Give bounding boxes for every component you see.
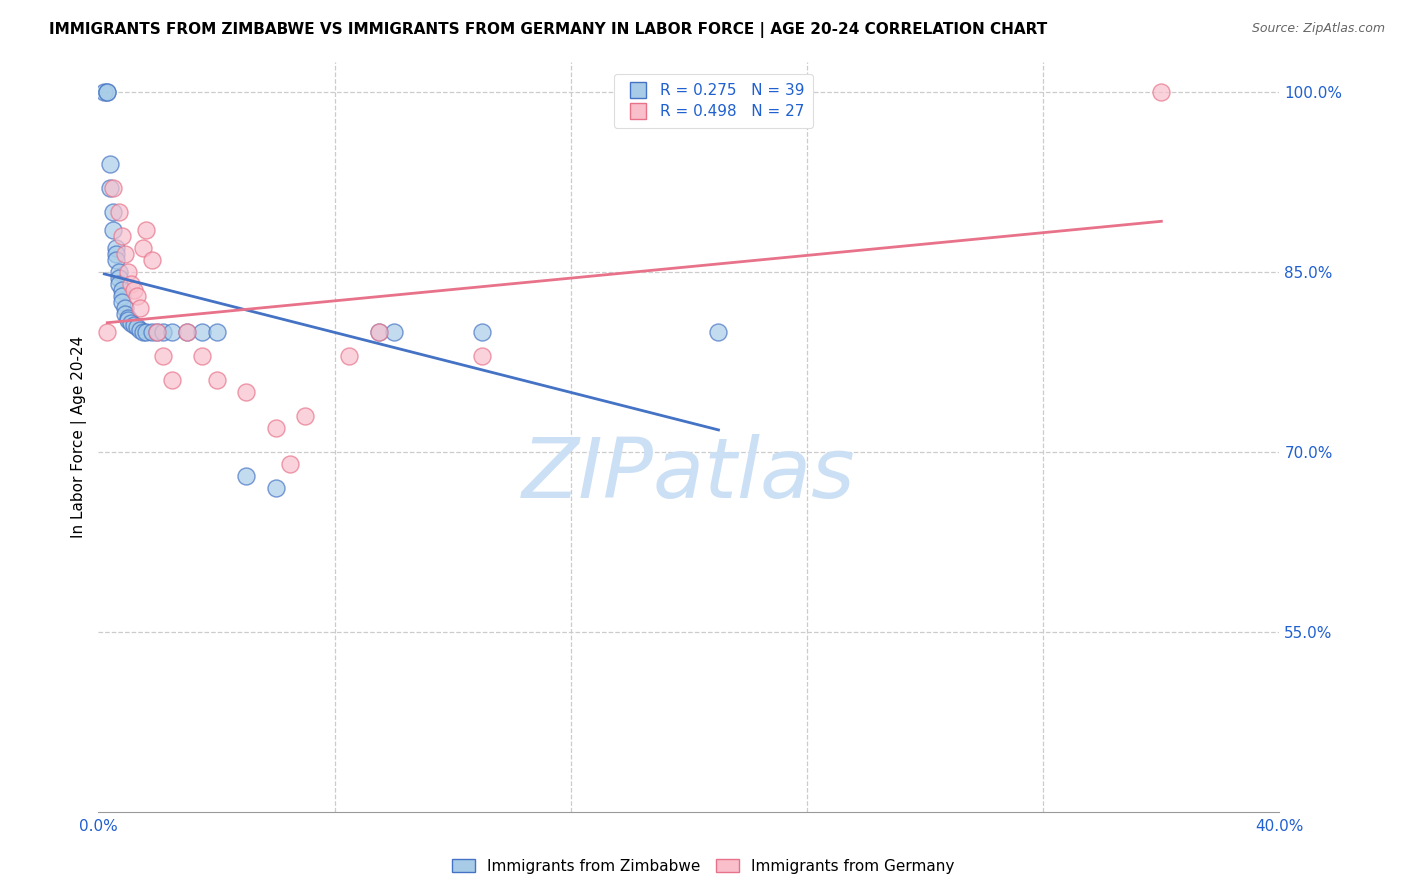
Immigrants from Zimbabwe — [264, 481, 287, 495]
Immigrants from Germany — [128, 301, 150, 316]
Immigrants from Germany — [191, 349, 214, 363]
Immigrants from Zimbabwe — [105, 241, 128, 255]
Immigrants from Zimbabwe — [141, 325, 163, 339]
Immigrants from Zimbabwe — [191, 325, 214, 339]
Immigrants from Zimbabwe — [111, 295, 134, 310]
Immigrants from Germany — [1150, 86, 1173, 100]
Immigrants from Germany — [135, 223, 157, 237]
Text: IMMIGRANTS FROM ZIMBABWE VS IMMIGRANTS FROM GERMANY IN LABOR FORCE | AGE 20-24 C: IMMIGRANTS FROM ZIMBABWE VS IMMIGRANTS F… — [49, 22, 1047, 38]
Immigrants from Zimbabwe — [111, 283, 134, 297]
Immigrants from Germany — [294, 409, 316, 423]
Immigrants from Zimbabwe — [93, 86, 115, 100]
Immigrants from Zimbabwe — [382, 325, 405, 339]
Immigrants from Zimbabwe — [117, 313, 139, 327]
Immigrants from Zimbabwe — [108, 277, 131, 292]
Immigrants from Zimbabwe — [135, 325, 157, 339]
Immigrants from Zimbabwe — [103, 205, 125, 219]
Immigrants from Germany — [471, 349, 494, 363]
Immigrants from Zimbabwe — [105, 253, 128, 268]
Immigrants from Germany — [235, 385, 257, 400]
Immigrants from Germany — [125, 289, 148, 303]
Immigrants from Zimbabwe — [132, 325, 155, 339]
Immigrants from Zimbabwe — [96, 86, 118, 100]
Immigrants from Zimbabwe — [235, 469, 257, 483]
Immigrants from Zimbabwe — [368, 325, 391, 339]
Text: ZIPatlas: ZIPatlas — [522, 434, 856, 515]
Immigrants from Zimbabwe — [152, 325, 174, 339]
Immigrants from Zimbabwe — [117, 310, 139, 325]
Immigrants from Zimbabwe — [707, 325, 730, 339]
Immigrants from Germany — [132, 241, 155, 255]
Immigrants from Zimbabwe — [205, 325, 228, 339]
Immigrants from Zimbabwe — [162, 325, 183, 339]
Immigrants from Zimbabwe — [146, 325, 169, 339]
Immigrants from Germany — [120, 277, 142, 292]
Immigrants from Zimbabwe — [96, 86, 118, 100]
Immigrants from Germany — [176, 325, 198, 339]
Immigrants from Zimbabwe — [103, 223, 125, 237]
Immigrants from Germany — [122, 283, 145, 297]
Legend: R = 0.275   N = 39, R = 0.498   N = 27: R = 0.275 N = 39, R = 0.498 N = 27 — [614, 74, 814, 128]
Text: Source: ZipAtlas.com: Source: ZipAtlas.com — [1251, 22, 1385, 36]
Immigrants from Zimbabwe — [108, 271, 131, 285]
Immigrants from Germany — [339, 349, 361, 363]
Immigrants from Zimbabwe — [111, 289, 134, 303]
Immigrants from Germany — [368, 325, 391, 339]
Immigrants from Germany — [264, 421, 287, 435]
Immigrants from Germany — [162, 373, 183, 387]
Immigrants from Zimbabwe — [122, 318, 145, 332]
Immigrants from Zimbabwe — [125, 320, 148, 334]
Immigrants from Germany — [141, 253, 163, 268]
Immigrants from Zimbabwe — [98, 157, 121, 171]
Immigrants from Germany — [114, 247, 136, 261]
Immigrants from Zimbabwe — [128, 323, 150, 337]
Immigrants from Germany — [108, 205, 131, 219]
Immigrants from Zimbabwe — [98, 181, 121, 195]
Immigrants from Germany — [280, 457, 302, 471]
Immigrants from Germany — [152, 349, 174, 363]
Immigrants from Germany — [146, 325, 169, 339]
Immigrants from Zimbabwe — [176, 325, 198, 339]
Immigrants from Zimbabwe — [114, 307, 136, 321]
Y-axis label: In Labor Force | Age 20-24: In Labor Force | Age 20-24 — [72, 336, 87, 538]
Immigrants from Zimbabwe — [120, 316, 142, 330]
Immigrants from Germany — [103, 181, 125, 195]
Immigrants from Germany — [111, 229, 134, 244]
Legend: Immigrants from Zimbabwe, Immigrants from Germany: Immigrants from Zimbabwe, Immigrants fro… — [446, 853, 960, 880]
Immigrants from Zimbabwe — [471, 325, 494, 339]
Immigrants from Germany — [96, 325, 118, 339]
Immigrants from Germany — [205, 373, 228, 387]
Immigrants from Zimbabwe — [108, 265, 131, 279]
Immigrants from Zimbabwe — [114, 301, 136, 316]
Immigrants from Zimbabwe — [105, 247, 128, 261]
Immigrants from Germany — [117, 265, 139, 279]
